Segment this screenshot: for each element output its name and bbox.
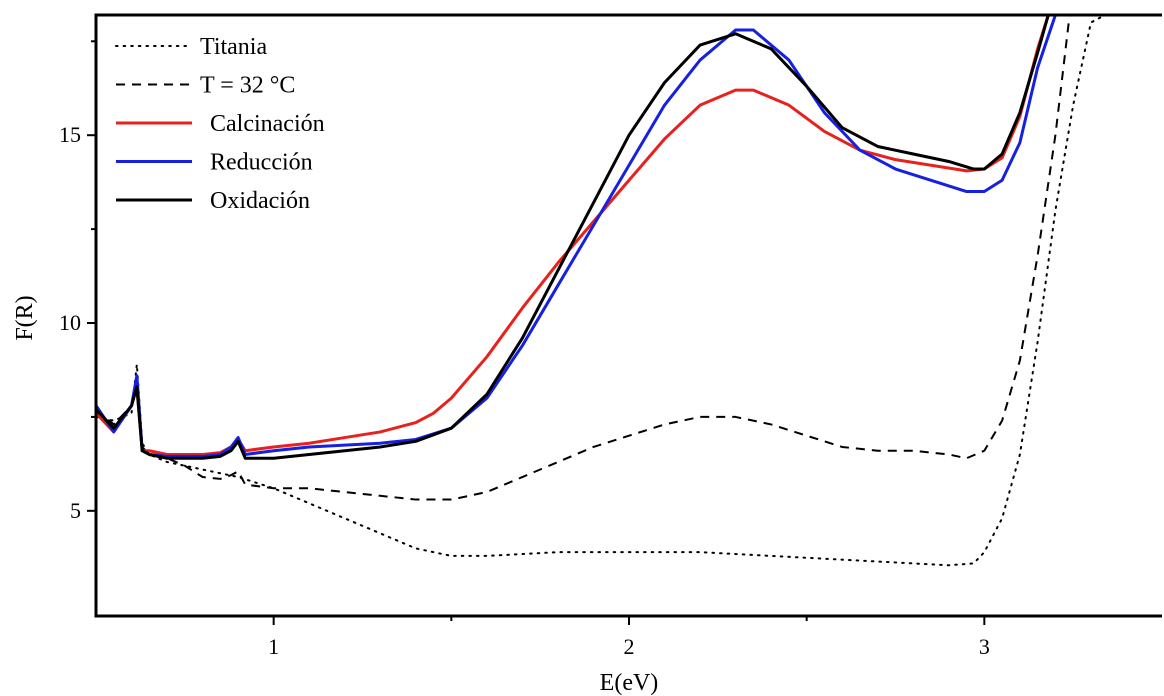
plot-area	[96, 15, 1107, 567]
legend-label-reduccion: Reducción	[210, 150, 313, 176]
legend-item-t-32-c: T = 32 °C	[116, 73, 295, 99]
legend-item-calcinacion: Calcinación	[116, 111, 325, 137]
x-tick-label-1: 1	[268, 634, 279, 659]
x-tick-label-2: 2	[624, 634, 635, 659]
y-tick-label-10: 10	[59, 310, 81, 335]
series-line-t-32-c	[96, 15, 1071, 501]
legend-label-t-32-c: T = 32 °C	[200, 73, 295, 99]
series-line-oxidacion	[96, 15, 1050, 460]
x-tick-label-3: 3	[979, 634, 990, 659]
axes: 1 2 3 5 10 15	[59, 13, 1162, 659]
legend-item-oxidacion: Oxidación	[116, 188, 310, 214]
legend: Titania T = 32 °C Calcinación Reducción Oxid…	[115, 34, 325, 214]
y-tick-label-5: 5	[70, 498, 81, 523]
y-tick-label-15: 15	[59, 122, 81, 147]
legend-label-titania: Titania	[200, 34, 267, 60]
legend-label-oxidacion: Oxidación	[210, 188, 310, 214]
y-axis-title: F(R)	[12, 295, 38, 340]
series-line-calcinacion	[96, 15, 1050, 456]
legend-item-titania: Titania	[115, 34, 267, 60]
legend-label-calcinacion: Calcinación	[210, 111, 325, 137]
x-axis-title: E(eV)	[600, 670, 659, 696]
series-line-reduccion	[96, 15, 1057, 458]
legend-item-reduccion: Reducción	[116, 150, 313, 176]
